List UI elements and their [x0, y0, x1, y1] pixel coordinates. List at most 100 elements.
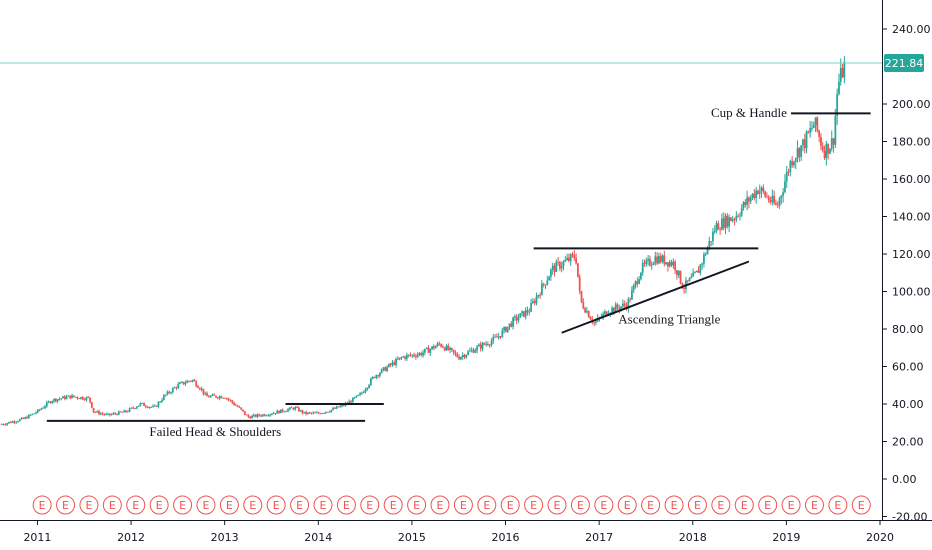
candle-body [488, 344, 491, 346]
candle-body [773, 195, 776, 204]
candle-body [710, 241, 713, 242]
candle-body [360, 392, 363, 394]
candle-body [94, 412, 97, 413]
candle-body [843, 61, 846, 78]
earnings-marker: E [687, 495, 707, 515]
candle-body [119, 411, 122, 413]
candle-body [22, 417, 25, 419]
candle-body [735, 215, 738, 220]
candle-body [146, 406, 149, 408]
candle-body [225, 398, 228, 400]
x-tick-label: 2011 [23, 531, 51, 544]
candle-body [787, 171, 790, 173]
candle-body [206, 393, 208, 397]
earnings-marker: E [828, 495, 848, 515]
candle-body [150, 406, 153, 408]
earnings-marker-label: E [647, 499, 654, 512]
candle-body [20, 417, 23, 420]
candle-body [432, 346, 435, 349]
candle-body [105, 413, 108, 415]
candle-body [575, 258, 578, 264]
earnings-marker-label: E [858, 499, 865, 512]
candle-body [153, 405, 156, 407]
earnings-marker-label: E [483, 499, 490, 512]
candle-body [483, 343, 486, 345]
candle-body [305, 411, 307, 414]
candle-body [240, 407, 243, 410]
candle-body [494, 336, 496, 338]
candle-body [638, 279, 641, 284]
earnings-marker-circle [266, 495, 286, 515]
candle-body [816, 117, 819, 131]
candle-body [641, 262, 644, 273]
candle-body [207, 396, 210, 398]
earnings-marker-circle [851, 495, 871, 515]
candle-body [701, 263, 704, 265]
candle-body [832, 138, 835, 145]
candle-body [74, 396, 77, 398]
candle-body [177, 383, 180, 389]
candle-body [650, 264, 653, 266]
candle-body [504, 327, 507, 332]
candle-body [425, 347, 428, 349]
candle-body [708, 241, 711, 248]
earnings-marker: E [641, 495, 661, 515]
x-tick-label: 2018 [679, 531, 707, 544]
candle-body [260, 415, 262, 417]
candle-body [636, 281, 639, 284]
candle-body [656, 256, 659, 264]
earnings-marker: E [383, 495, 403, 515]
candle-body [821, 145, 824, 151]
candle-body [116, 413, 118, 415]
earnings-marker-label: E [694, 499, 701, 512]
earnings-marker-circle [687, 495, 707, 515]
candle-body [542, 283, 545, 285]
earnings-marker-label: E [717, 499, 724, 512]
candle-body [649, 258, 651, 266]
candle-body [301, 410, 304, 414]
earnings-marker: E [243, 495, 263, 515]
candle-body [60, 398, 63, 400]
candle-body [148, 406, 151, 408]
candle-body [263, 414, 266, 416]
earnings-marker-circle [383, 495, 403, 515]
candle-body [366, 387, 369, 390]
candle-body [47, 401, 50, 403]
candle-body [348, 401, 351, 404]
candle-body [231, 400, 234, 403]
earnings-marker-circle [196, 495, 216, 515]
earnings-marker: E [149, 495, 169, 515]
candle-body [81, 397, 84, 400]
candle-body [683, 288, 686, 290]
candle-body [384, 367, 387, 371]
candle-body [530, 302, 532, 312]
candle-body [441, 346, 444, 348]
candle-body [125, 410, 127, 412]
candle-body [605, 311, 608, 316]
earnings-marker: E [664, 495, 684, 515]
earnings-marker-label: E [600, 499, 607, 512]
candle-body [762, 187, 765, 192]
candle-body [220, 396, 223, 399]
candle-body [373, 376, 376, 378]
earnings-marker-circle [407, 495, 427, 515]
candle-body [319, 413, 322, 415]
candle-body [312, 412, 315, 414]
earnings-marker: E [290, 495, 310, 515]
candle-body [818, 130, 821, 137]
candle-body [189, 380, 192, 382]
candle-body [54, 398, 57, 402]
candle-body [604, 311, 606, 314]
candle-body [323, 412, 325, 414]
earnings-marker-label: E [624, 499, 631, 512]
candle-body [168, 391, 171, 393]
candle-body [785, 171, 788, 182]
candle-body [251, 415, 253, 419]
candle-body [764, 191, 767, 197]
x-tick-label: 2016 [492, 531, 520, 544]
candle-body [632, 285, 635, 291]
earnings-marker-label: E [296, 499, 303, 512]
candle-body [357, 394, 360, 396]
candle-body [279, 409, 282, 414]
